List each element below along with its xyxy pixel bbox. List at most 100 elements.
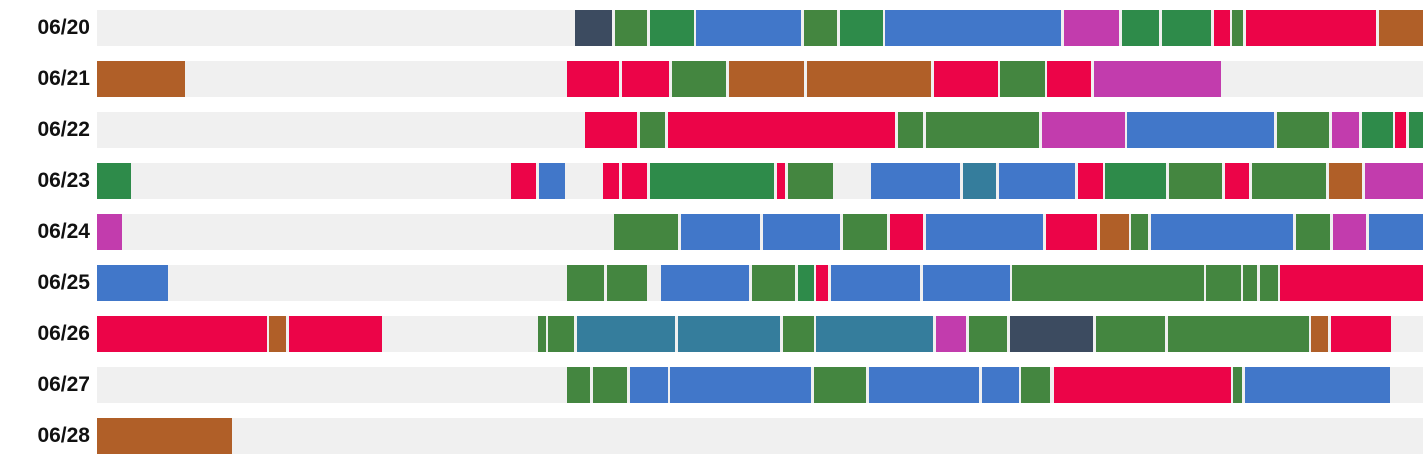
- activity-segment: [671, 61, 726, 97]
- activity-segment: [1330, 316, 1391, 352]
- activity-segment: [1225, 163, 1249, 199]
- activity-segment: [97, 214, 122, 250]
- activity-segment: [1131, 214, 1149, 250]
- activity-segment: [816, 316, 933, 352]
- activity-segment: [889, 214, 923, 250]
- activity-segment: [667, 112, 896, 148]
- activity-segment: [537, 316, 546, 352]
- day-row: 06/23: [0, 163, 1428, 199]
- activity-segment: [1012, 265, 1204, 301]
- activity-segment: [925, 112, 1039, 148]
- activity-segment: [813, 367, 867, 403]
- activity-segment: [1054, 367, 1231, 403]
- activity-segment: [678, 316, 781, 352]
- day-track: [97, 214, 1423, 250]
- day-row: 06/20: [0, 10, 1428, 46]
- activity-segment: [870, 163, 960, 199]
- day-row: 06/26: [0, 316, 1428, 352]
- activity-segment: [1063, 10, 1120, 46]
- activity-segment: [511, 163, 537, 199]
- activity-segment: [1009, 316, 1094, 352]
- activity-segment: [1362, 112, 1393, 148]
- activity-segment: [1331, 112, 1360, 148]
- activity-segment: [1206, 265, 1241, 301]
- activity-segment: [1364, 163, 1423, 199]
- day-label: 06/23: [37, 169, 90, 192]
- day-track: [97, 418, 1423, 454]
- day-label: 06/24: [37, 220, 90, 243]
- activity-segment: [1260, 265, 1278, 301]
- activity-segment: [1167, 316, 1309, 352]
- activity-segment: [97, 265, 168, 301]
- day-label: 06/20: [37, 16, 90, 39]
- day-track: [97, 316, 1423, 352]
- activity-segment: [840, 10, 883, 46]
- activity-segment: [1127, 112, 1274, 148]
- activity-segment: [1233, 367, 1243, 403]
- activity-segment: [1232, 10, 1244, 46]
- day-row: 06/21: [0, 61, 1428, 97]
- day-track: [97, 367, 1423, 403]
- activity-segment: [1046, 214, 1098, 250]
- activity-segment: [751, 265, 795, 301]
- activity-segment: [762, 214, 841, 250]
- activity-segment: [649, 163, 774, 199]
- activity-segment: [830, 265, 921, 301]
- day-row: 06/24: [0, 214, 1428, 250]
- activity-segment: [1047, 61, 1092, 97]
- day-track: [97, 112, 1423, 148]
- activity-segment: [593, 367, 628, 403]
- activity-segment: [288, 316, 382, 352]
- activity-segment: [728, 61, 805, 97]
- activity-segment: [804, 10, 838, 46]
- day-row: 06/25: [0, 265, 1428, 301]
- day-track: [97, 10, 1423, 46]
- activity-segment: [1409, 112, 1423, 148]
- activity-segment: [1094, 61, 1222, 97]
- activity-segment: [680, 214, 760, 250]
- activity-segment: [269, 316, 286, 352]
- day-label: 06/25: [37, 271, 90, 294]
- activity-segment: [1245, 367, 1390, 403]
- activity-segment: [630, 367, 668, 403]
- activity-segment: [934, 61, 998, 97]
- day-row: 06/27: [0, 367, 1428, 403]
- activity-segment: [1041, 112, 1125, 148]
- activity-segment: [1151, 214, 1294, 250]
- activity-segment: [816, 265, 828, 301]
- activity-segment: [97, 61, 186, 97]
- activity-segment: [1214, 10, 1230, 46]
- day-label: 06/21: [37, 67, 90, 90]
- activity-segment: [602, 163, 620, 199]
- day-track: [97, 61, 1423, 97]
- activity-segment: [1251, 163, 1327, 199]
- activity-segment: [898, 112, 923, 148]
- day-label: 06/22: [37, 118, 90, 141]
- activity-segment: [1332, 214, 1367, 250]
- day-track: [97, 265, 1423, 301]
- day-row: 06/28: [0, 418, 1428, 454]
- activity-segment: [621, 163, 647, 199]
- activity-segment: [1368, 214, 1423, 250]
- activity-segment: [640, 112, 665, 148]
- activity-segment: [539, 163, 565, 199]
- activity-segment: [1276, 112, 1330, 148]
- activity-segment: [797, 265, 814, 301]
- activity-segment: [97, 418, 233, 454]
- activity-segment: [787, 163, 833, 199]
- activity-segment: [982, 367, 1019, 403]
- activity-segment: [1168, 163, 1223, 199]
- activity-segment: [1105, 163, 1167, 199]
- activity-segment: [776, 163, 785, 199]
- activity-segment: [660, 265, 749, 301]
- activity-segment: [925, 214, 1044, 250]
- activity-segment: [97, 316, 267, 352]
- activity-segment: [1000, 61, 1045, 97]
- activity-segment: [1395, 112, 1407, 148]
- activity-segment: [566, 265, 605, 301]
- activity-segment: [696, 10, 802, 46]
- day-track: [97, 163, 1423, 199]
- activity-segment: [613, 214, 679, 250]
- activity-segment: [1095, 316, 1165, 352]
